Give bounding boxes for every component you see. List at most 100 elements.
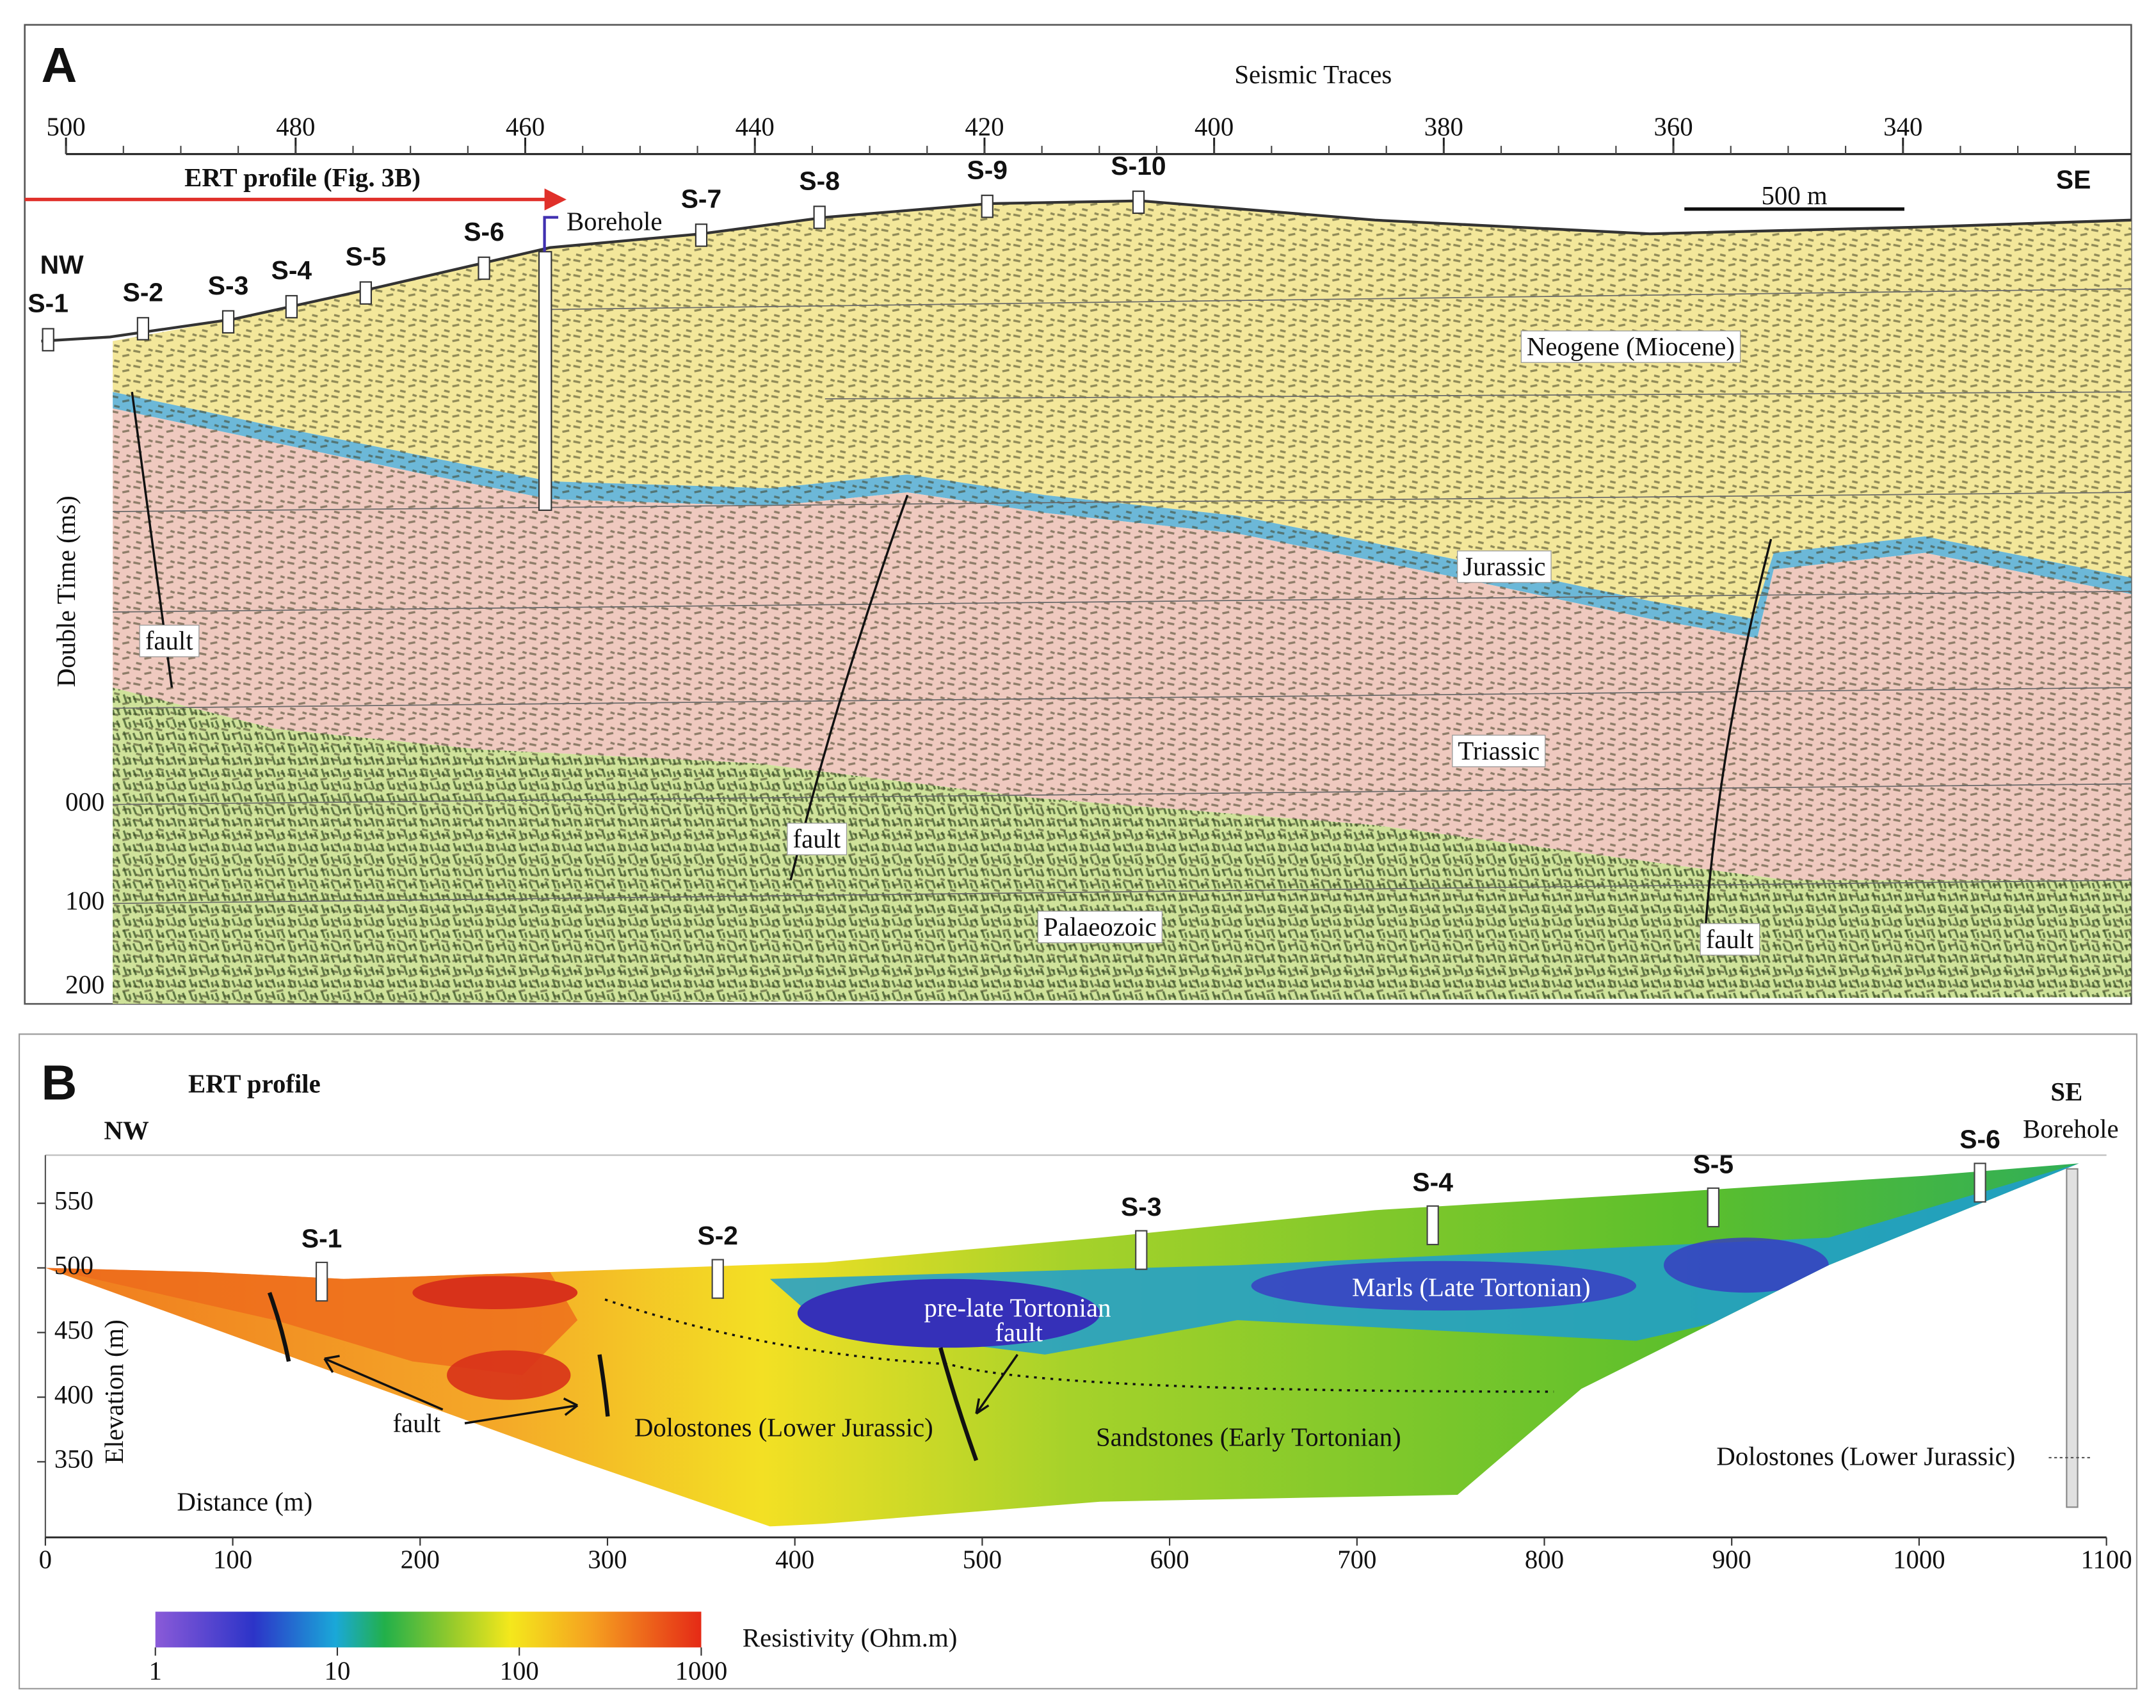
x-tick-label: 1000 [1893,1545,1945,1574]
station-marker [711,1259,724,1299]
colorbar-tick-label: 1000 [675,1657,728,1686]
x-tick-label: 300 [588,1545,627,1574]
x-tick-label: 360 [1653,112,1693,141]
unit-label: Palaeozoic [1043,912,1157,941]
fault-label: fault [793,825,841,853]
label-box [139,624,200,657]
low-resistivity [1664,1237,1829,1293]
station-marker [359,281,373,305]
fault-traces [267,1292,979,1462]
station-label: S-8 [799,166,840,196]
y-tick-label: 550 [54,1186,93,1215]
x-tick-label: 0 [39,1545,52,1574]
station-label: S-5 [1693,1149,1734,1179]
annotation: fault [995,1318,1043,1347]
annotation: Dolostones (Lower Jurassic) [634,1413,933,1442]
station-marker [1132,190,1145,214]
station-marker [478,256,490,280]
label-box [787,823,848,855]
se-label: SE [2050,1077,2082,1106]
low-resistivity [1251,1261,1637,1311]
station-marker [221,310,235,334]
x-tick-label: 800 [1525,1545,1564,1574]
axis-title: Seismic Traces [1234,60,1392,89]
station-marker [136,317,150,341]
nw-label: NW [40,250,84,280]
station-label: S-9 [967,155,1008,184]
x-tick-label: 200 [401,1545,440,1574]
station-label: S-1 [302,1223,342,1253]
colorbar-tick-label: 1 [149,1657,162,1686]
station-marker [1974,1163,1986,1203]
y-axis-title: Elevation (m) [100,1319,129,1463]
annotation: Marls (Late Tortonian) [1352,1273,1591,1301]
unit-label: Jurassic [1463,552,1545,581]
annotation: fault [392,1409,440,1438]
annotation: pre-late Tortonian [924,1293,1111,1322]
borehole-a [538,251,552,512]
station-label: S-10 [1111,151,1166,181]
label-box [1452,734,1546,768]
station-label: S-4 [1412,1167,1453,1196]
x-tick-label: 400 [1195,112,1234,141]
colorbar [155,1611,702,1648]
y-tick-label: 400 [54,1380,93,1409]
label-box [1037,910,1162,944]
station-marker [1135,1230,1148,1270]
x-tick-label: 700 [1337,1545,1376,1574]
panel-label: A [41,38,77,93]
x-tick-label: 400 [775,1545,814,1574]
station-label: S-2 [697,1221,738,1250]
low-resistivity [797,1278,1100,1348]
y-axis-title: Double Time (ms) [52,495,81,687]
fault-label: fault [1706,925,1754,954]
y-tick-label: 100 [65,887,104,915]
borehole-label: Borehole [2023,1115,2119,1143]
station-marker [981,195,994,218]
annotation: Dolostones (Lower Jurassic) [1716,1442,2015,1470]
x-tick-label: 380 [1424,112,1463,141]
fault-arrows [323,1353,1018,1424]
x-tick-label: 460 [506,112,545,141]
x-tick-label: 440 [736,112,775,141]
x-tick-label: 420 [965,112,1004,141]
nw-label: NW [104,1116,149,1145]
x-tick-label: 100 [213,1545,252,1574]
x-axis-title: Distance (m) [177,1487,312,1516]
fault-label: fault [145,627,193,656]
x-tick-label: 500 [47,112,86,141]
station-marker [1707,1187,1720,1228]
borehole-flag [543,216,559,252]
station-label: S-7 [681,184,722,214]
annotation: Sandstones (Early Tortonian) [1096,1422,1401,1451]
label-box [1700,923,1760,956]
time-lines [113,288,2132,905]
station-marker [42,328,54,351]
y-tick-label: 500 [54,1251,93,1280]
station-label: S-6 [463,217,504,246]
seismic-texture [113,688,2132,1004]
x-tick-label: 500 [963,1545,1002,1574]
station-marker [315,1261,328,1302]
station-label: S-4 [271,255,312,285]
station-marker [813,205,826,229]
unit-label: Neogene (Miocene) [1527,332,1735,361]
colorbar-title: Resistivity (Ohm.m) [743,1623,957,1652]
station-marker [1426,1205,1439,1246]
station-marker [695,223,708,247]
y-tick-label: 450 [54,1316,93,1344]
label-box [1520,330,1741,363]
colorbar-tick-label: 10 [325,1657,351,1686]
y-tick-label: 350 [54,1445,93,1474]
station-marker [285,294,298,319]
scale-label: 500 m [1762,181,1828,210]
station-label: S-5 [346,242,387,271]
x-tick-label: 600 [1150,1545,1189,1574]
colorbar-tick-label: 100 [500,1657,539,1686]
x-tick-label: 340 [1883,112,1922,141]
x-tick-label: 900 [1712,1545,1751,1574]
x-tick-label: 480 [276,112,315,141]
